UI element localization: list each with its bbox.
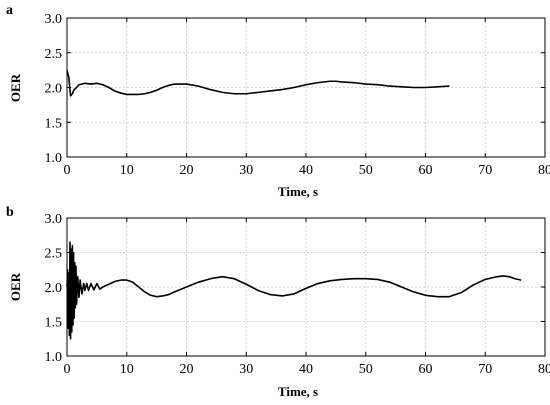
x-tick-label: 10 <box>120 163 134 178</box>
oer-series-line-b <box>66 241 522 340</box>
panel-a-label: a <box>6 3 13 18</box>
panel-b-xlabel: Time, s <box>278 384 318 399</box>
panel-b: b OER Time, s 0 10 20 30 40 50 60 70 80 1.0 1.5 2.0… <box>6 205 550 399</box>
panel-a-ylabel: OER <box>8 73 23 102</box>
x-tick-label: 70 <box>478 362 492 377</box>
x-tick-label: 80 <box>538 163 550 178</box>
panel-b-label: b <box>6 205 14 220</box>
x-tick-label: 40 <box>299 163 313 178</box>
x-tick-label: 0 <box>64 163 71 178</box>
x-tick-label: 70 <box>478 163 492 178</box>
panel-b-ylabel: OER <box>8 272 23 301</box>
x-tick-label: 60 <box>419 362 433 377</box>
y-tick-label: 1.0 <box>45 151 63 166</box>
y-tick-label: 1.0 <box>45 350 63 365</box>
y-tick-label: 2.0 <box>45 281 63 296</box>
y-tick-label: 3.0 <box>45 212 63 227</box>
y-tick-label: 2.5 <box>45 47 63 62</box>
x-tick-label: 40 <box>299 362 313 377</box>
y-tick-label: 1.5 <box>45 116 63 131</box>
y-tick-label: 2.0 <box>45 82 63 97</box>
panel-a: a OER Time, s 0 10 20 30 40 50 60 70 80 1.0 1.5 2.0… <box>6 3 550 199</box>
x-tick-label: 0 <box>64 362 71 377</box>
x-tick-label: 30 <box>239 362 253 377</box>
x-tick-label: 30 <box>239 163 253 178</box>
x-tick-label: 50 <box>359 163 373 178</box>
y-tick-label: 2.5 <box>45 247 63 262</box>
oer-series-line-a <box>66 69 450 97</box>
x-tick-label: 10 <box>120 362 134 377</box>
panel-a-xlabel: Time, s <box>278 184 318 199</box>
x-tick-label: 20 <box>180 362 194 377</box>
y-tick-label: 3.0 <box>45 12 63 27</box>
y-tick-label: 1.5 <box>45 316 63 331</box>
x-tick-label: 50 <box>359 362 373 377</box>
x-tick-label: 80 <box>538 362 550 377</box>
x-tick-label: 20 <box>180 163 194 178</box>
x-tick-label: 60 <box>419 163 433 178</box>
